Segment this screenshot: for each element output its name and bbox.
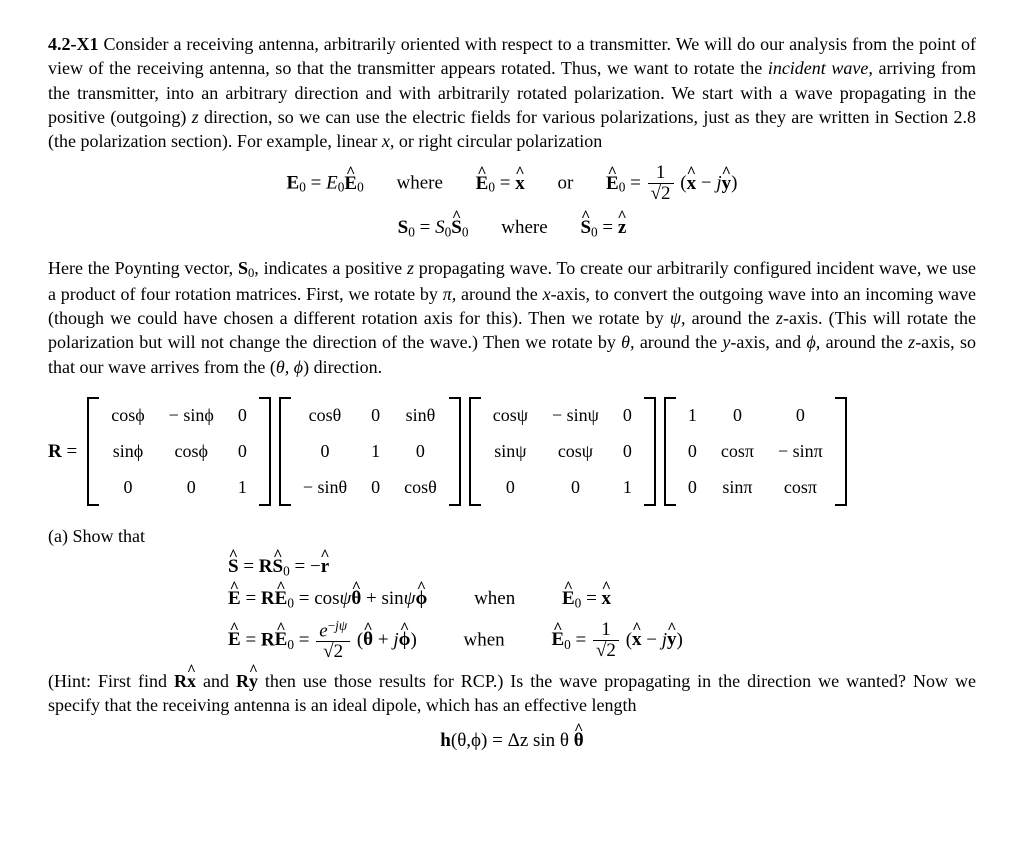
hint-paragraph: (Hint: First find Rx and Ry then use tho…	[48, 669, 976, 718]
problem-label: 4.2-X1	[48, 34, 99, 54]
where-2: where	[501, 217, 547, 238]
eq-e-hat-rcp: E = RE0 = e−jψ√2 (θ + jϕ) when E0 = 1√2 …	[228, 619, 976, 663]
intro-text-4: or right circular polarization	[394, 131, 602, 151]
equation-e0-line: E0 = E0E0 where E0 = x or E0 = 1√2 (x − …	[287, 163, 738, 205]
when-1: when	[474, 588, 515, 609]
matrix-pi: 1000cosπ− sinπ0sinπcosπ	[664, 397, 847, 506]
s0-sym: S	[238, 258, 248, 278]
phi-1: ϕ,	[806, 332, 820, 352]
equation-h: h(θ,ϕ) = Δz sin θ θ	[48, 728, 976, 754]
z-axis: z	[776, 308, 783, 328]
mid-10: around the	[820, 332, 908, 352]
intro-paragraph: 4.2-X1 Consider a receiving antenna, arb…	[48, 32, 976, 153]
mid-8: around the	[635, 332, 723, 352]
where-1: where	[396, 173, 442, 194]
mid-1: Here the Poynting vector,	[48, 258, 238, 278]
intro-z: z	[192, 107, 199, 127]
theta-hat: θ	[574, 728, 584, 754]
h-args: (θ,ϕ) = Δz sin θ	[451, 730, 569, 751]
hint-1: (Hint: First find	[48, 671, 174, 691]
thphi: θ, ϕ	[276, 357, 303, 377]
part-a-label: (a) Show that	[48, 524, 976, 548]
mid-6: around the	[686, 308, 776, 328]
matrix-psi: cosψ− sinψ0sinψcosψ0001	[469, 397, 656, 506]
eq-e-hat-linear: E = RE0 = cosψθ + sinψϕ when E0 = x	[228, 586, 976, 612]
x-axis: x	[543, 284, 551, 304]
h-label: h	[440, 730, 451, 751]
equation-e0-s0: E0 = E0E0 where E0 = x or E0 = 1√2 (x − …	[48, 163, 976, 241]
when-2: when	[464, 629, 505, 650]
or-1: or	[557, 173, 573, 194]
matrix-phi: cosϕ− sinϕ0sinϕcosϕ0001	[87, 397, 271, 506]
equation-s0-line: S0 = S0S0 where S0 = z	[398, 215, 627, 241]
mid-12: ) direction.	[303, 357, 382, 377]
matrix-theta: cosθ0sinθ010− sinθ0cosθ	[279, 397, 461, 506]
mid-2: , indicates a positive	[254, 258, 407, 278]
mid-9: -axis, and	[730, 332, 806, 352]
mid-4: around the	[456, 284, 542, 304]
theta-1: θ,	[621, 332, 634, 352]
mid-paragraph: Here the Poynting vector, S0, indicates …	[48, 256, 976, 379]
intro-emph: incident wave,	[768, 58, 873, 78]
intro-x: x,	[382, 131, 395, 151]
mid-z: z	[407, 258, 414, 278]
hint-and: and	[196, 671, 236, 691]
pi-1: π,	[443, 284, 457, 304]
eq-s-hat: S = RS0 = −r	[228, 554, 976, 580]
psi-1: ψ,	[670, 308, 686, 328]
rotation-matrix-product: R = cosϕ− sinϕ0sinϕcosϕ0001 cosθ0sinθ010…	[48, 397, 976, 506]
